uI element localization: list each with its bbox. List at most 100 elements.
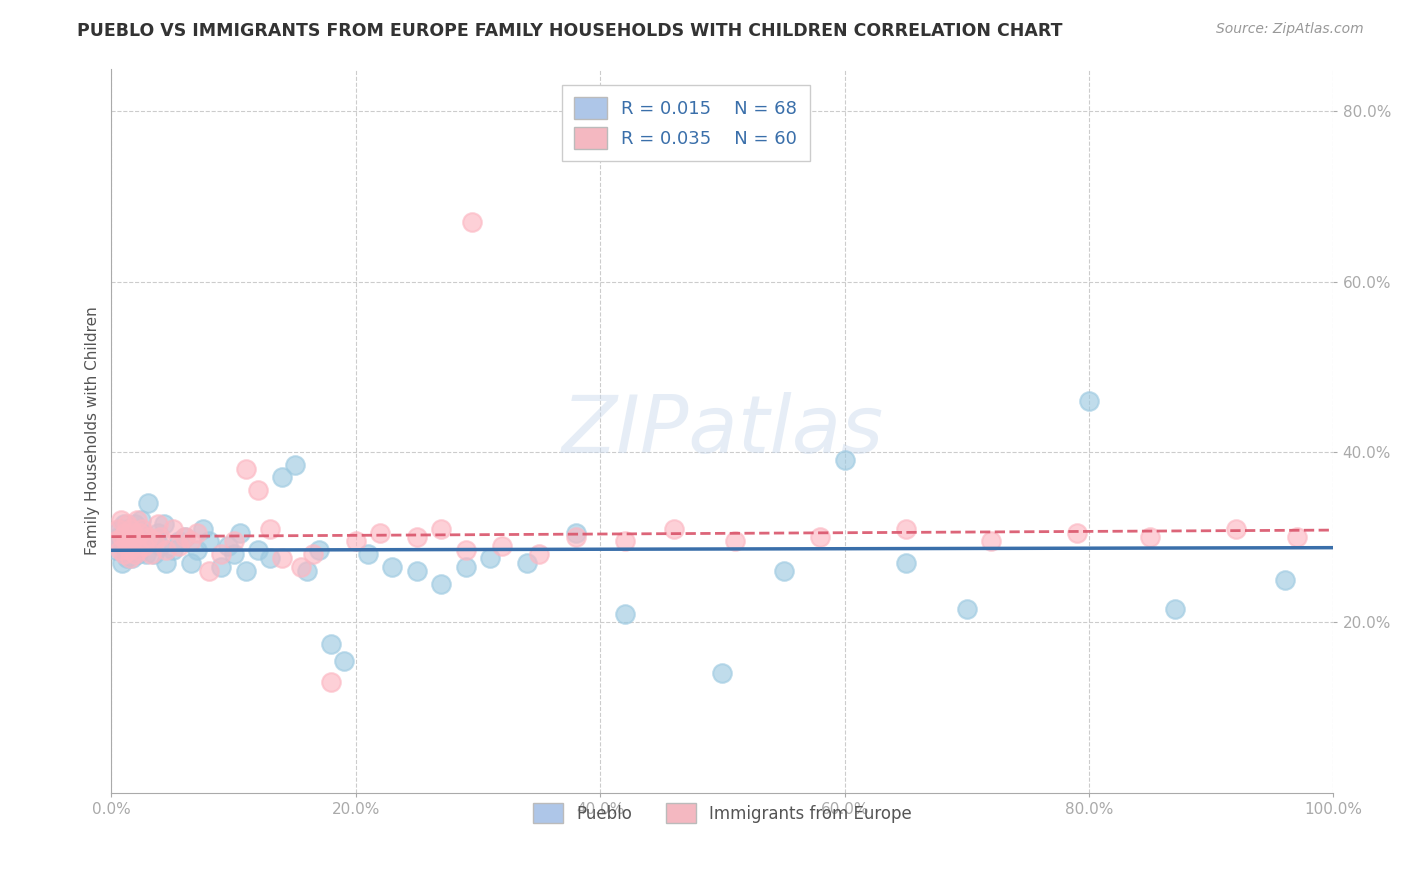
Point bbox=[1225, 522, 1247, 536]
Point bbox=[120, 522, 142, 536]
Point bbox=[122, 530, 145, 544]
Point bbox=[271, 551, 294, 566]
Point bbox=[125, 539, 148, 553]
Point bbox=[134, 539, 156, 553]
Point bbox=[162, 542, 184, 557]
Point bbox=[173, 530, 195, 544]
Point bbox=[235, 564, 257, 578]
Point bbox=[491, 539, 513, 553]
Point bbox=[209, 547, 232, 561]
Point bbox=[290, 560, 312, 574]
Point bbox=[136, 496, 159, 510]
Point bbox=[461, 215, 484, 229]
Point bbox=[565, 530, 588, 544]
Point bbox=[321, 674, 343, 689]
Point bbox=[186, 525, 208, 540]
Point bbox=[368, 525, 391, 540]
Point bbox=[117, 517, 139, 532]
Point bbox=[198, 564, 221, 578]
Point bbox=[136, 530, 159, 544]
Point bbox=[191, 522, 214, 536]
Point bbox=[180, 534, 202, 549]
Point bbox=[302, 547, 325, 561]
Point bbox=[120, 542, 142, 557]
Point bbox=[129, 513, 152, 527]
Point bbox=[104, 534, 127, 549]
Point bbox=[114, 525, 136, 540]
Point bbox=[146, 525, 169, 540]
Point bbox=[1163, 602, 1185, 616]
Point bbox=[108, 522, 131, 536]
Point bbox=[321, 636, 343, 650]
Point bbox=[956, 602, 979, 616]
Point bbox=[112, 539, 135, 553]
Point bbox=[344, 534, 367, 549]
Point bbox=[117, 542, 139, 557]
Point bbox=[229, 525, 252, 540]
Point bbox=[112, 547, 135, 561]
Point bbox=[127, 547, 149, 561]
Point bbox=[406, 564, 429, 578]
Point bbox=[104, 542, 127, 557]
Point bbox=[115, 534, 138, 549]
Point bbox=[247, 483, 270, 498]
Point bbox=[114, 530, 136, 544]
Point bbox=[121, 551, 143, 566]
Point bbox=[186, 542, 208, 557]
Point bbox=[118, 551, 141, 566]
Point bbox=[108, 542, 131, 557]
Text: Source: ZipAtlas.com: Source: ZipAtlas.com bbox=[1216, 22, 1364, 37]
Point bbox=[724, 534, 747, 549]
Point bbox=[808, 530, 831, 544]
Point bbox=[149, 530, 172, 544]
Text: ZIPatlas: ZIPatlas bbox=[561, 392, 883, 469]
Point bbox=[711, 666, 734, 681]
Point bbox=[153, 517, 176, 532]
Point bbox=[271, 470, 294, 484]
Point bbox=[980, 534, 1002, 549]
Point bbox=[111, 556, 134, 570]
Point bbox=[259, 551, 281, 566]
Point bbox=[894, 556, 917, 570]
Point bbox=[124, 517, 146, 532]
Point bbox=[143, 534, 166, 549]
Point bbox=[155, 556, 177, 570]
Point bbox=[479, 551, 502, 566]
Point bbox=[132, 534, 155, 549]
Point bbox=[162, 522, 184, 536]
Point bbox=[117, 551, 139, 566]
Point bbox=[117, 534, 139, 549]
Point bbox=[131, 522, 153, 536]
Point bbox=[127, 542, 149, 557]
Point bbox=[284, 458, 307, 472]
Point bbox=[235, 462, 257, 476]
Text: PUEBLO VS IMMIGRANTS FROM EUROPE FAMILY HOUSEHOLDS WITH CHILDREN CORRELATION CHA: PUEBLO VS IMMIGRANTS FROM EUROPE FAMILY … bbox=[77, 22, 1063, 40]
Point bbox=[834, 453, 856, 467]
Point bbox=[1066, 525, 1088, 540]
Point bbox=[139, 534, 162, 549]
Point bbox=[135, 547, 157, 561]
Point bbox=[125, 513, 148, 527]
Point bbox=[209, 560, 232, 574]
Point bbox=[894, 522, 917, 536]
Point bbox=[112, 517, 135, 532]
Point bbox=[125, 530, 148, 544]
Point bbox=[125, 534, 148, 549]
Point bbox=[454, 542, 477, 557]
Point bbox=[430, 522, 453, 536]
Point bbox=[180, 556, 202, 570]
Point bbox=[516, 556, 538, 570]
Legend: Pueblo, Immigrants from Europe: Pueblo, Immigrants from Europe bbox=[522, 791, 924, 835]
Point bbox=[167, 539, 190, 553]
Point bbox=[118, 525, 141, 540]
Point bbox=[308, 542, 330, 557]
Point bbox=[217, 539, 239, 553]
Point bbox=[1274, 573, 1296, 587]
Point bbox=[110, 534, 132, 549]
Point bbox=[357, 547, 380, 561]
Point bbox=[295, 564, 318, 578]
Point bbox=[1078, 393, 1101, 408]
Point bbox=[1139, 530, 1161, 544]
Point bbox=[107, 522, 129, 536]
Point bbox=[430, 577, 453, 591]
